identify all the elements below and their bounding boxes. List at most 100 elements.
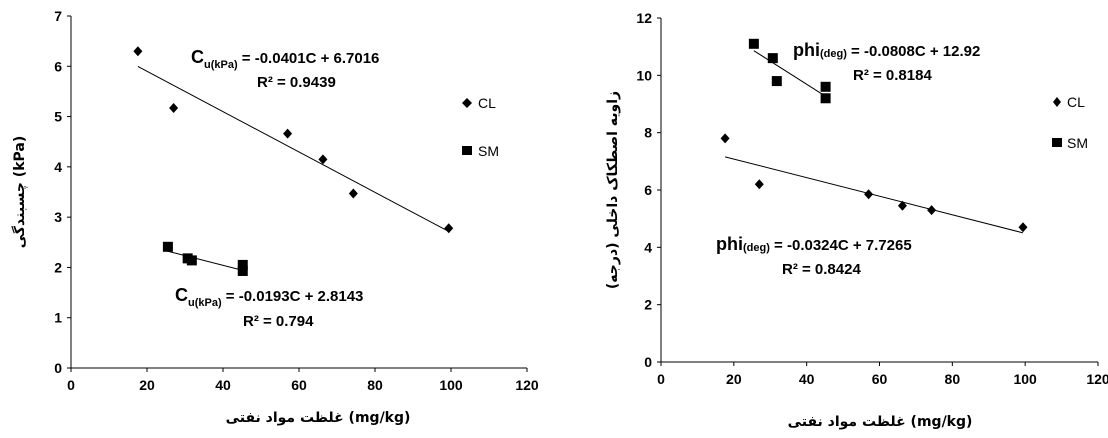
r2-cl-right: R² = 0.8424: [782, 261, 861, 278]
data-point-cl: [927, 205, 937, 216]
legend-label-sm: SM: [478, 143, 499, 159]
markers-left: [133, 46, 454, 276]
eq-prefix: phi: [793, 40, 820, 60]
data-point-cl: [133, 46, 143, 57]
data-point-cl: [754, 179, 764, 190]
y-tick-label: 0: [644, 354, 652, 370]
x-tick-label: 40: [215, 377, 231, 393]
data-point-cl: [318, 154, 328, 165]
x-tick-label: 80: [367, 377, 383, 393]
y-tick-label: 8: [644, 125, 652, 141]
data-point-sm: [767, 53, 778, 64]
legend-marker-cl: [462, 98, 472, 108]
equation-cl-left: Cu(kPa) = -0.0401C + 6.7016 R² = 0.9439: [191, 47, 379, 91]
eq-body: = -0.0193C + 2.8143: [222, 288, 364, 305]
y-tick-label: 6: [54, 58, 62, 74]
x-tick-label: 20: [139, 377, 155, 393]
trendline-cl: [137, 66, 449, 232]
data-point-cl: [720, 133, 730, 144]
legend-label-sm: SM: [1067, 135, 1088, 151]
legend-marker-cl: [1053, 97, 1061, 107]
svg-text:Cu(kPa) = -0.0193C + 2.8143: Cu(kPa) = -0.0193C + 2.8143: [175, 285, 363, 309]
x-tick-label: 20: [726, 371, 742, 387]
data-point-sm: [748, 38, 759, 49]
y-axis-label-left: چسبندگی (kPa): [11, 136, 28, 249]
eq-prefix: phi: [716, 234, 743, 254]
equation-sm-right: phi(deg) = -0.0808C + 12.92 R² = 0.8184: [793, 40, 980, 84]
x-tick-label: 80: [945, 371, 961, 387]
x-axis-label-right: غلظت مواد نفتی (mg/kg): [788, 414, 973, 430]
eq-sub: u(kPa): [204, 59, 238, 71]
y-tick-label: 1: [54, 310, 62, 326]
y-tick-label: 4: [644, 239, 652, 255]
eq-body: = -0.0324C + 7.7265: [770, 237, 912, 254]
x-tick-label: 100: [1013, 371, 1037, 387]
data-point-sm: [820, 93, 831, 104]
y-tick-label: 6: [644, 182, 652, 198]
y-axis-label-right: زاویه اصطکاک داخلی (درجه): [605, 91, 621, 289]
legend-marker-sm: [462, 146, 472, 155]
y-tick-label: 10: [636, 67, 652, 83]
data-point-cl: [864, 189, 874, 200]
x-tick-label: 40: [799, 371, 815, 387]
svg-text:phi(deg) = -0.0324C + 7.7265: phi(deg) = -0.0324C + 7.7265: [716, 234, 912, 254]
x-tick-label: 60: [291, 377, 307, 393]
y-tick-label: 4: [54, 159, 62, 175]
trendlines-left: [137, 66, 449, 271]
eq-prefix: C: [175, 285, 188, 305]
y-tick-label: 3: [54, 209, 62, 225]
eq-sub: u(kPa): [188, 297, 222, 309]
r2-sm-right: R² = 0.8184: [853, 67, 932, 84]
data-point-cl: [348, 188, 358, 199]
data-point-cl: [1018, 222, 1028, 233]
y-tick-label: 5: [54, 109, 62, 125]
trendline-cl: [724, 156, 1024, 234]
x-tick-label: 120: [515, 377, 539, 393]
r2-cl-left: R² = 0.9439: [257, 74, 336, 91]
legend-right: CL SM: [1052, 94, 1088, 151]
r2-sm-left: R² = 0.794: [243, 313, 314, 330]
data-point-cl: [169, 103, 179, 114]
y-ticks-right: 0 2 4 6 8 10 12: [636, 10, 661, 370]
x-ticks-left: 0 20 40 60 80 100 120: [67, 368, 539, 393]
eq-body: = -0.0401C + 6.7016: [238, 50, 380, 67]
data-point-cl: [897, 200, 907, 211]
y-tick-label: 2: [54, 259, 62, 275]
data-point-sm: [237, 259, 248, 270]
eq-prefix: C: [191, 47, 204, 67]
x-ticks-right: 0 20 40 60 80 100 120: [657, 362, 1108, 387]
eq-sub: (deg): [743, 242, 770, 254]
y-tick-label: 12: [636, 10, 652, 26]
markers-right: [720, 38, 1028, 233]
data-point-cl: [283, 128, 293, 139]
data-point-sm: [237, 265, 248, 276]
data-point-cl: [444, 223, 454, 234]
y-ticks-left: 0 1 2 3 4 5 6 7: [54, 8, 71, 376]
x-tick-label: 0: [67, 377, 75, 393]
x-tick-label: 100: [439, 377, 463, 393]
data-point-sm: [820, 81, 831, 92]
legend-label-cl: CL: [478, 95, 496, 111]
legend-marker-sm: [1052, 138, 1062, 147]
chart-cohesion: 0 1 2 3 4 5 6 7 0 20 40 60 80 100 120 چسبندگی (kPa) غ…: [11, 8, 539, 426]
eq-sub: (deg): [820, 48, 847, 60]
x-tick-label: 0: [657, 371, 665, 387]
legend-label-cl: CL: [1067, 94, 1085, 110]
data-point-sm: [771, 76, 782, 87]
equation-sm-left: Cu(kPa) = -0.0193C + 2.8143 R² = 0.794: [175, 285, 363, 330]
y-tick-label: 0: [54, 360, 62, 376]
trendline-sm: [753, 50, 826, 97]
x-tick-label: 120: [1086, 371, 1108, 387]
x-tick-label: 60: [872, 371, 888, 387]
x-axis-label-left: غلظت مواد نفتی (mg/kg): [226, 410, 411, 426]
data-point-sm: [162, 241, 173, 252]
trendlines-right: [724, 50, 1024, 234]
eq-body: = -0.0808C + 12.92: [847, 43, 980, 60]
y-tick-label: 2: [644, 297, 652, 313]
equation-cl-right: phi(deg) = -0.0324C + 7.7265 R² = 0.8424: [716, 234, 912, 278]
legend-left: CL SM: [462, 95, 499, 159]
data-point-sm: [186, 255, 197, 266]
chart-friction-angle: 0 2 4 6 8 10 12 0 20 40 60 80 100 120 زاویه اصطکاک د…: [605, 10, 1108, 430]
trendline-sm: [167, 250, 243, 271]
